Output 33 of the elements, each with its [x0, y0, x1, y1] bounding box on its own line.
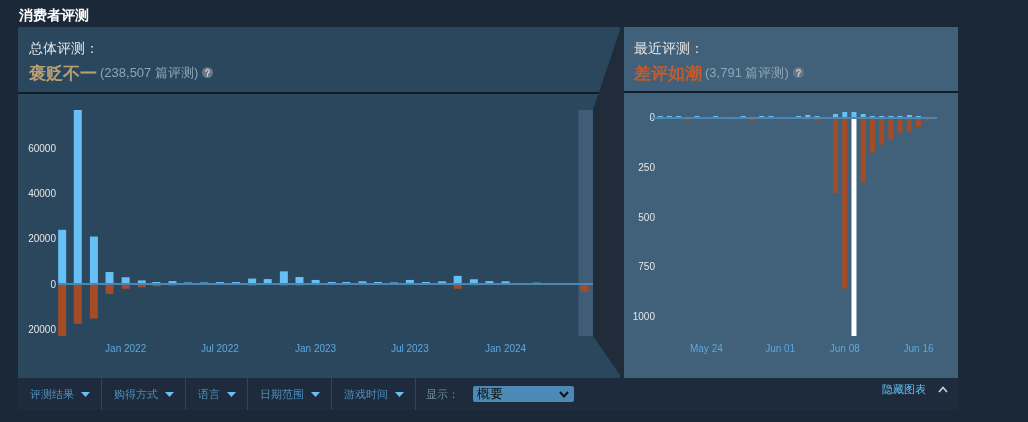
select-field: 概要	[473, 386, 574, 402]
text: 显示：	[426, 386, 459, 402]
text: (238,507 篇评测)	[100, 64, 199, 82]
text: 隐藏图表	[882, 381, 926, 397]
text: 日期范围	[260, 386, 304, 402]
text: 游戏时间	[344, 386, 388, 402]
chart-title: 总体评测：	[29, 39, 99, 57]
text: 购得方式	[114, 386, 158, 402]
y-tick-label: 20000	[28, 233, 57, 245]
text: 语言	[198, 386, 220, 402]
x-tick-label: Jan 2023	[295, 342, 337, 354]
chart-subtitle: 差评如潮	[634, 62, 702, 85]
x-tick-label: Jun 08	[829, 342, 861, 354]
text: (3,791 篇评测)	[705, 64, 789, 82]
y-tick-label: 40000	[28, 188, 57, 200]
y-tick-label: 60000	[28, 142, 57, 154]
x-tick-label: Jan 2022	[105, 342, 147, 354]
x-tick-label: May 24	[689, 342, 724, 354]
chart-title: 最近评测：	[634, 39, 704, 57]
text: 消费者评测	[19, 6, 89, 24]
text: 评测结果	[30, 386, 74, 402]
y-tick-label: 500	[638, 211, 656, 223]
y-tick-label: 1000	[632, 310, 656, 322]
y-tick-label: 250	[638, 162, 656, 173]
x-tick-label: Jun 16	[903, 342, 934, 354]
x-tick-label: Jun 01	[765, 342, 796, 354]
y-tick-label: 750	[638, 261, 656, 273]
y-tick-label: 20000	[28, 323, 57, 335]
y-tick-label: 0	[50, 278, 57, 290]
x-tick-label: Jan 2024	[484, 342, 527, 354]
x-tick-label: Jul 2023	[390, 342, 430, 354]
x-tick-label: Jul 2022	[200, 342, 240, 354]
chart-subtitle: 褒贬不一	[29, 62, 97, 85]
